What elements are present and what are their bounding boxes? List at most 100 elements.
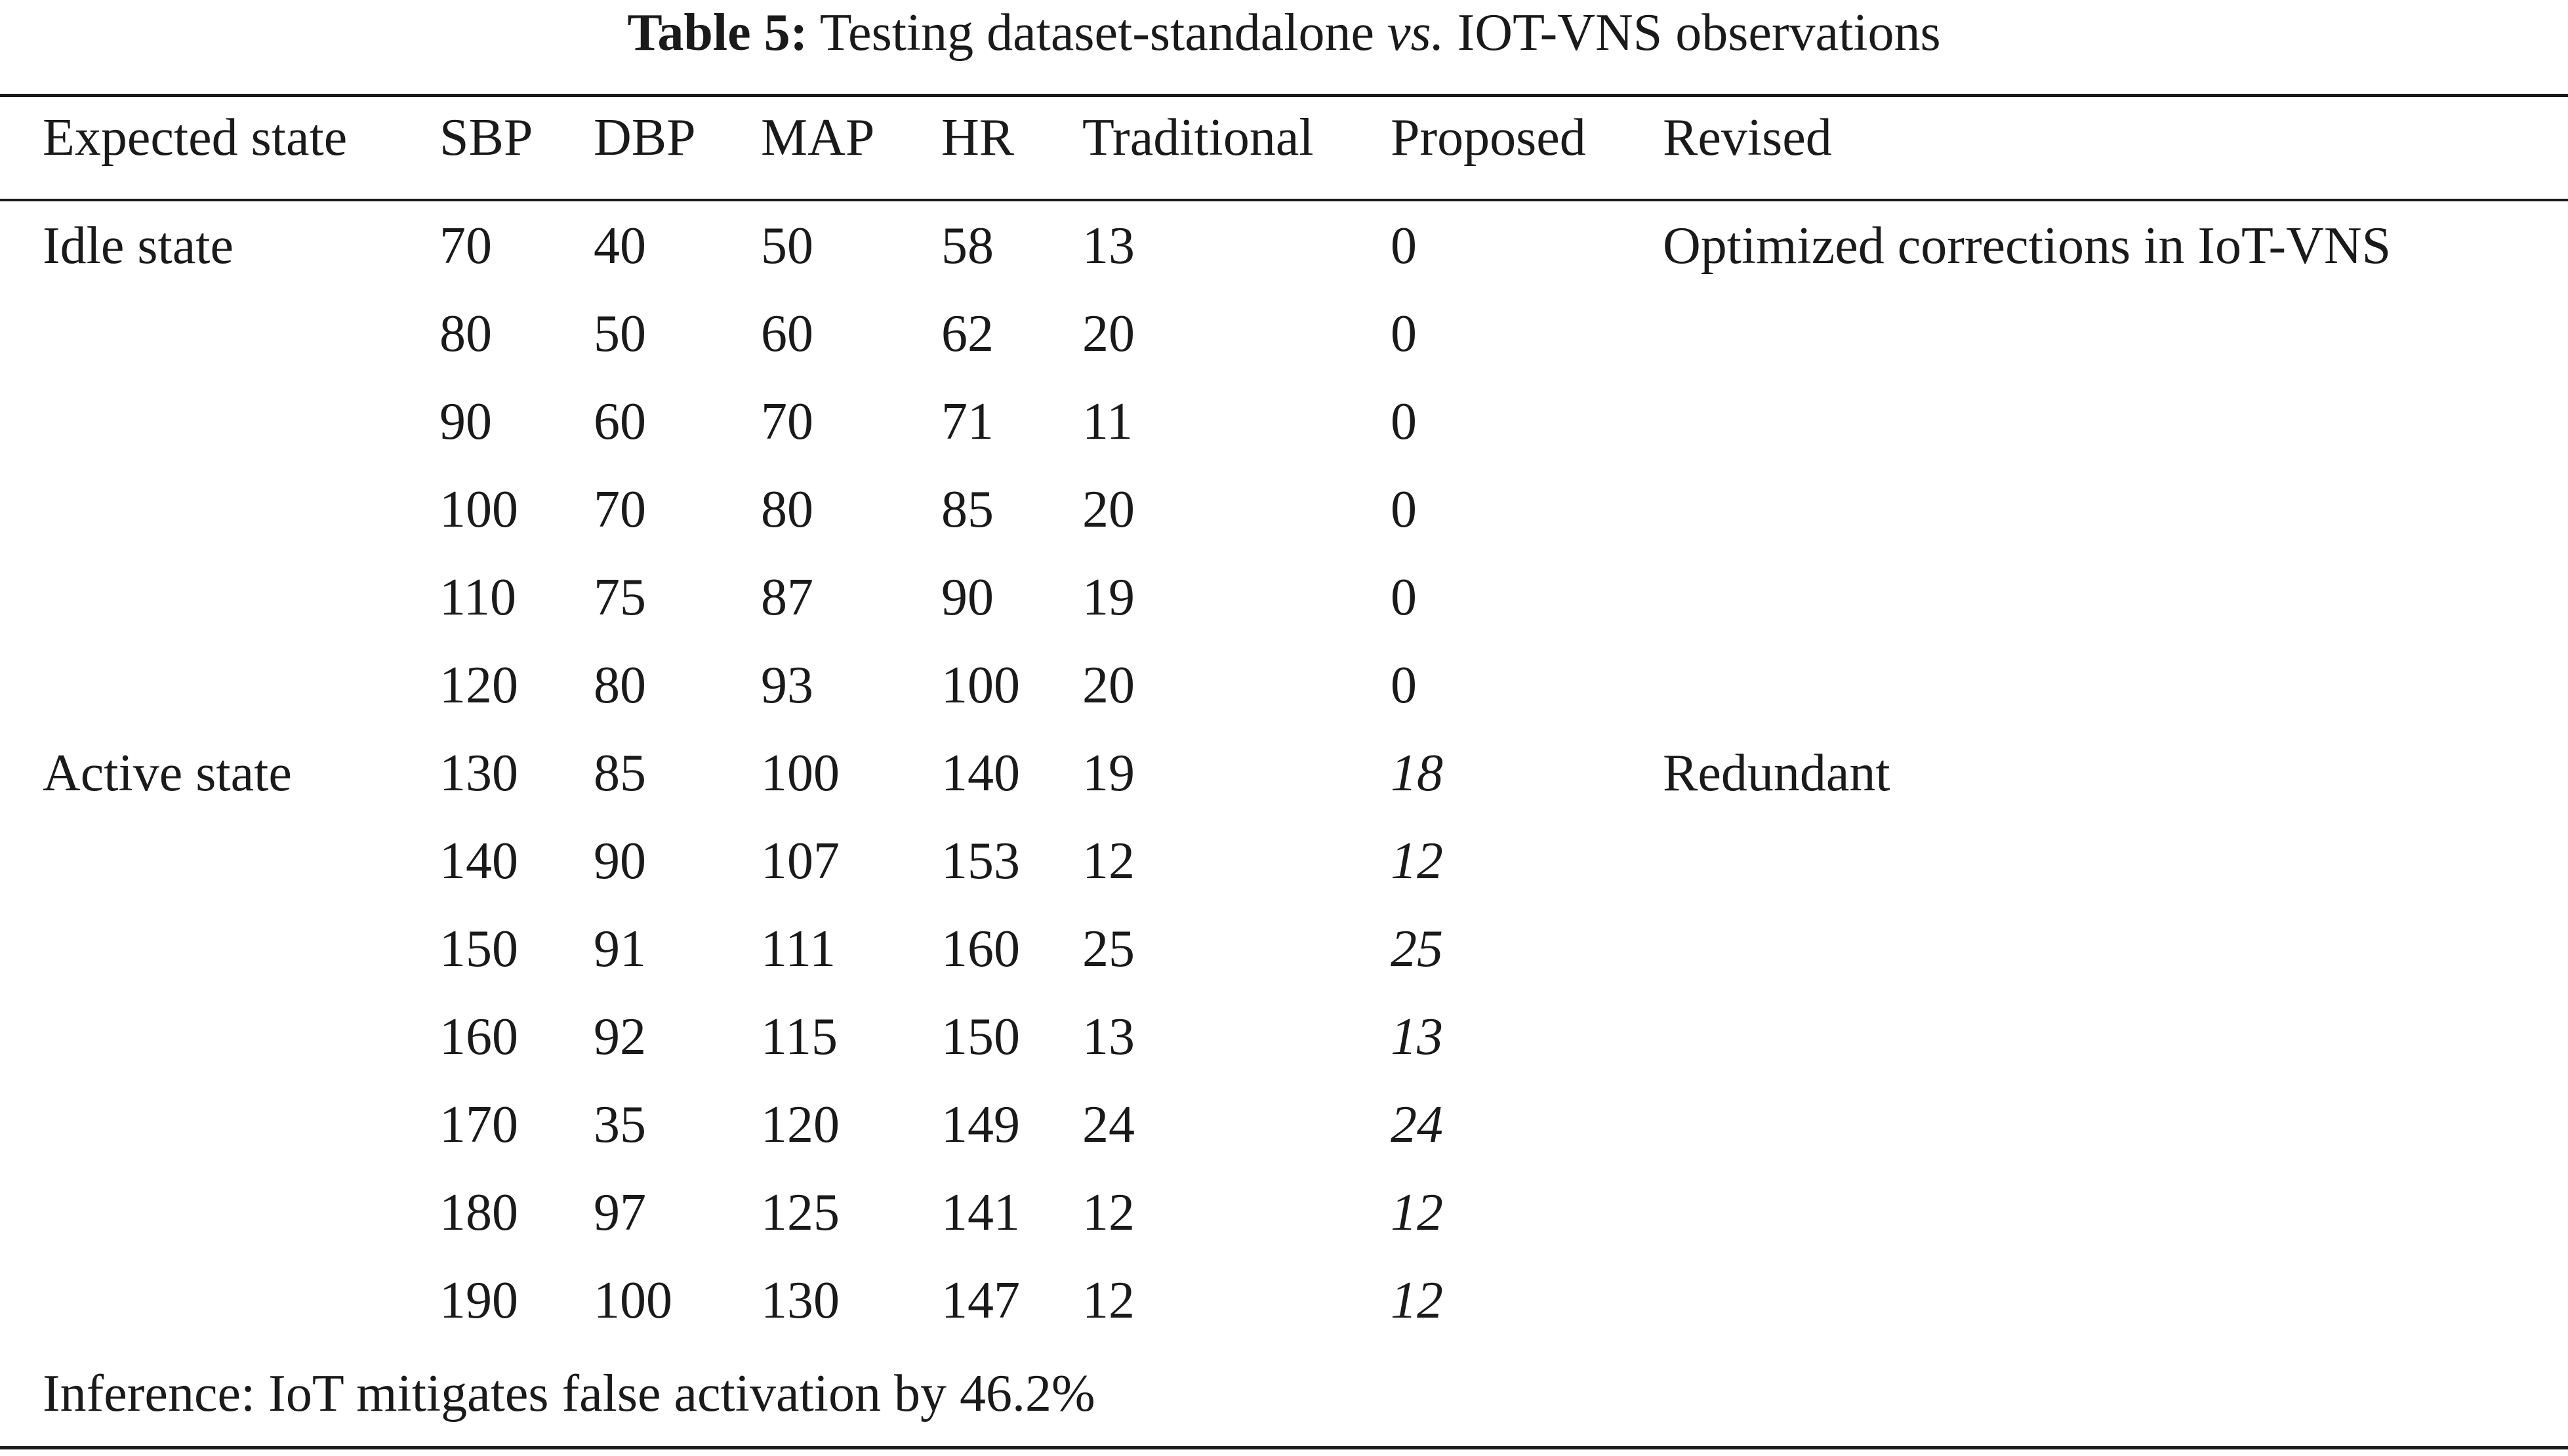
cell-traditional: 19 bbox=[1082, 569, 1135, 626]
header-expected-state: Expected state bbox=[43, 109, 348, 167]
top-rule bbox=[0, 94, 2568, 97]
cell-traditional: 25 bbox=[1082, 920, 1135, 978]
cell-proposed: 0 bbox=[1391, 569, 1417, 626]
cell-dbp: 90 bbox=[594, 832, 646, 890]
cell-hr: 71 bbox=[941, 393, 994, 451]
cell-proposed: 0 bbox=[1391, 393, 1417, 451]
cell-proposed: 12 bbox=[1391, 832, 1443, 890]
cell-traditional: 24 bbox=[1082, 1096, 1135, 1154]
cell-hr: 160 bbox=[941, 920, 1020, 978]
cell-sbp: 170 bbox=[439, 1096, 518, 1154]
cell-traditional: 20 bbox=[1082, 657, 1135, 714]
cell-map: 70 bbox=[761, 393, 813, 451]
cell-map: 125 bbox=[761, 1184, 840, 1242]
header-sbp: SBP bbox=[439, 109, 533, 167]
header-map: MAP bbox=[761, 109, 875, 167]
cell-traditional: 19 bbox=[1082, 744, 1135, 802]
cell-dbp: 40 bbox=[594, 217, 646, 275]
table-row: 100 70 80 85 20 0 bbox=[0, 483, 2568, 571]
table-row: 180 97 125 141 12 12 bbox=[0, 1186, 2568, 1274]
cell-sbp: 130 bbox=[439, 744, 518, 802]
caption-text-before: Testing dataset-standalone bbox=[807, 4, 1388, 62]
cell-sbp: 120 bbox=[439, 657, 518, 714]
cell-traditional: 12 bbox=[1082, 1184, 1135, 1242]
table-caption: Table 5: Testing dataset-standalone vs. … bbox=[0, 0, 2568, 66]
bottom-rule bbox=[0, 1446, 2568, 1449]
cell-sbp: 110 bbox=[439, 569, 517, 626]
cell-map: 107 bbox=[761, 832, 840, 890]
cell-map: 130 bbox=[761, 1272, 840, 1329]
table-row: 170 35 120 149 24 24 bbox=[0, 1099, 2568, 1186]
table-footnote: Inference: IoT mitigates false activatio… bbox=[43, 1365, 1095, 1423]
cell-dbp: 92 bbox=[594, 1008, 646, 1066]
cell-dbp: 100 bbox=[594, 1272, 672, 1329]
cell-traditional: 11 bbox=[1082, 393, 1133, 451]
table-row: Active state 130 85 100 140 19 18 Redund… bbox=[0, 747, 2568, 835]
caption-label: Table 5: bbox=[627, 4, 808, 62]
cell-dbp: 75 bbox=[594, 569, 646, 626]
cell-proposed: 12 bbox=[1391, 1272, 1443, 1329]
cell-dbp: 80 bbox=[594, 657, 646, 714]
cell-expected-state: Active state bbox=[43, 744, 292, 802]
cell-dbp: 50 bbox=[594, 305, 646, 363]
table-header-row: Expected state SBP DBP MAP HR Traditiona… bbox=[0, 111, 2568, 184]
cell-proposed: 0 bbox=[1391, 481, 1417, 538]
table-row: 120 80 93 100 20 0 bbox=[0, 659, 2568, 747]
cell-hr: 150 bbox=[941, 1008, 1020, 1066]
cell-revised: Redundant bbox=[1663, 744, 1890, 802]
table-row: 150 91 111 160 25 25 bbox=[0, 923, 2568, 1011]
cell-sbp: 180 bbox=[439, 1184, 518, 1242]
cell-hr: 62 bbox=[941, 305, 994, 363]
caption-text-after: IOT-VNS observations bbox=[1444, 4, 1941, 62]
cell-map: 80 bbox=[761, 481, 813, 538]
cell-sbp: 150 bbox=[439, 920, 518, 978]
cell-hr: 147 bbox=[941, 1272, 1020, 1329]
cell-proposed: 0 bbox=[1391, 305, 1417, 363]
cell-hr: 100 bbox=[941, 657, 1020, 714]
cell-sbp: 160 bbox=[439, 1008, 518, 1066]
header-hr: HR bbox=[941, 109, 1015, 167]
header-dbp: DBP bbox=[594, 109, 696, 167]
table-body: Idle state 70 40 50 58 13 0 Optimized co… bbox=[0, 220, 2568, 1362]
header-revised: Revised bbox=[1663, 109, 1832, 167]
cell-traditional: 12 bbox=[1082, 1272, 1135, 1329]
cell-traditional: 13 bbox=[1082, 217, 1135, 275]
table-row: 110 75 87 90 19 0 bbox=[0, 571, 2568, 659]
cell-proposed: 0 bbox=[1391, 217, 1417, 275]
cell-sbp: 140 bbox=[439, 832, 518, 890]
cell-hr: 90 bbox=[941, 569, 994, 626]
cell-sbp: 90 bbox=[439, 393, 492, 451]
table-row: 140 90 107 153 12 12 bbox=[0, 835, 2568, 923]
cell-proposed: 18 bbox=[1391, 744, 1443, 802]
table-row: 190 100 130 147 12 12 bbox=[0, 1274, 2568, 1362]
cell-dbp: 60 bbox=[594, 393, 646, 451]
cell-dbp: 35 bbox=[594, 1096, 646, 1154]
cell-sbp: 190 bbox=[439, 1272, 518, 1329]
cell-proposed: 24 bbox=[1391, 1096, 1443, 1154]
cell-map: 100 bbox=[761, 744, 840, 802]
cell-hr: 141 bbox=[941, 1184, 1020, 1242]
cell-hr: 153 bbox=[941, 832, 1020, 890]
cell-map: 60 bbox=[761, 305, 813, 363]
cell-hr: 149 bbox=[941, 1096, 1020, 1154]
cell-hr: 85 bbox=[941, 481, 994, 538]
cell-map: 50 bbox=[761, 217, 813, 275]
cell-sbp: 80 bbox=[439, 305, 492, 363]
cell-dbp: 70 bbox=[594, 481, 646, 538]
cell-map: 115 bbox=[761, 1008, 838, 1066]
cell-expected-state: Idle state bbox=[43, 217, 234, 275]
caption-vs: vs. bbox=[1387, 4, 1444, 62]
cell-sbp: 100 bbox=[439, 481, 518, 538]
cell-map: 111 bbox=[761, 920, 836, 978]
header-rule bbox=[0, 199, 2568, 201]
cell-map: 93 bbox=[761, 657, 813, 714]
cell-proposed: 12 bbox=[1391, 1184, 1443, 1242]
table-row: 160 92 115 150 13 13 bbox=[0, 1011, 2568, 1099]
cell-hr: 58 bbox=[941, 217, 994, 275]
cell-traditional: 20 bbox=[1082, 481, 1135, 538]
header-proposed: Proposed bbox=[1391, 109, 1586, 167]
cell-map: 87 bbox=[761, 569, 813, 626]
cell-proposed: 0 bbox=[1391, 657, 1417, 714]
cell-hr: 140 bbox=[941, 744, 1020, 802]
cell-sbp: 70 bbox=[439, 217, 492, 275]
